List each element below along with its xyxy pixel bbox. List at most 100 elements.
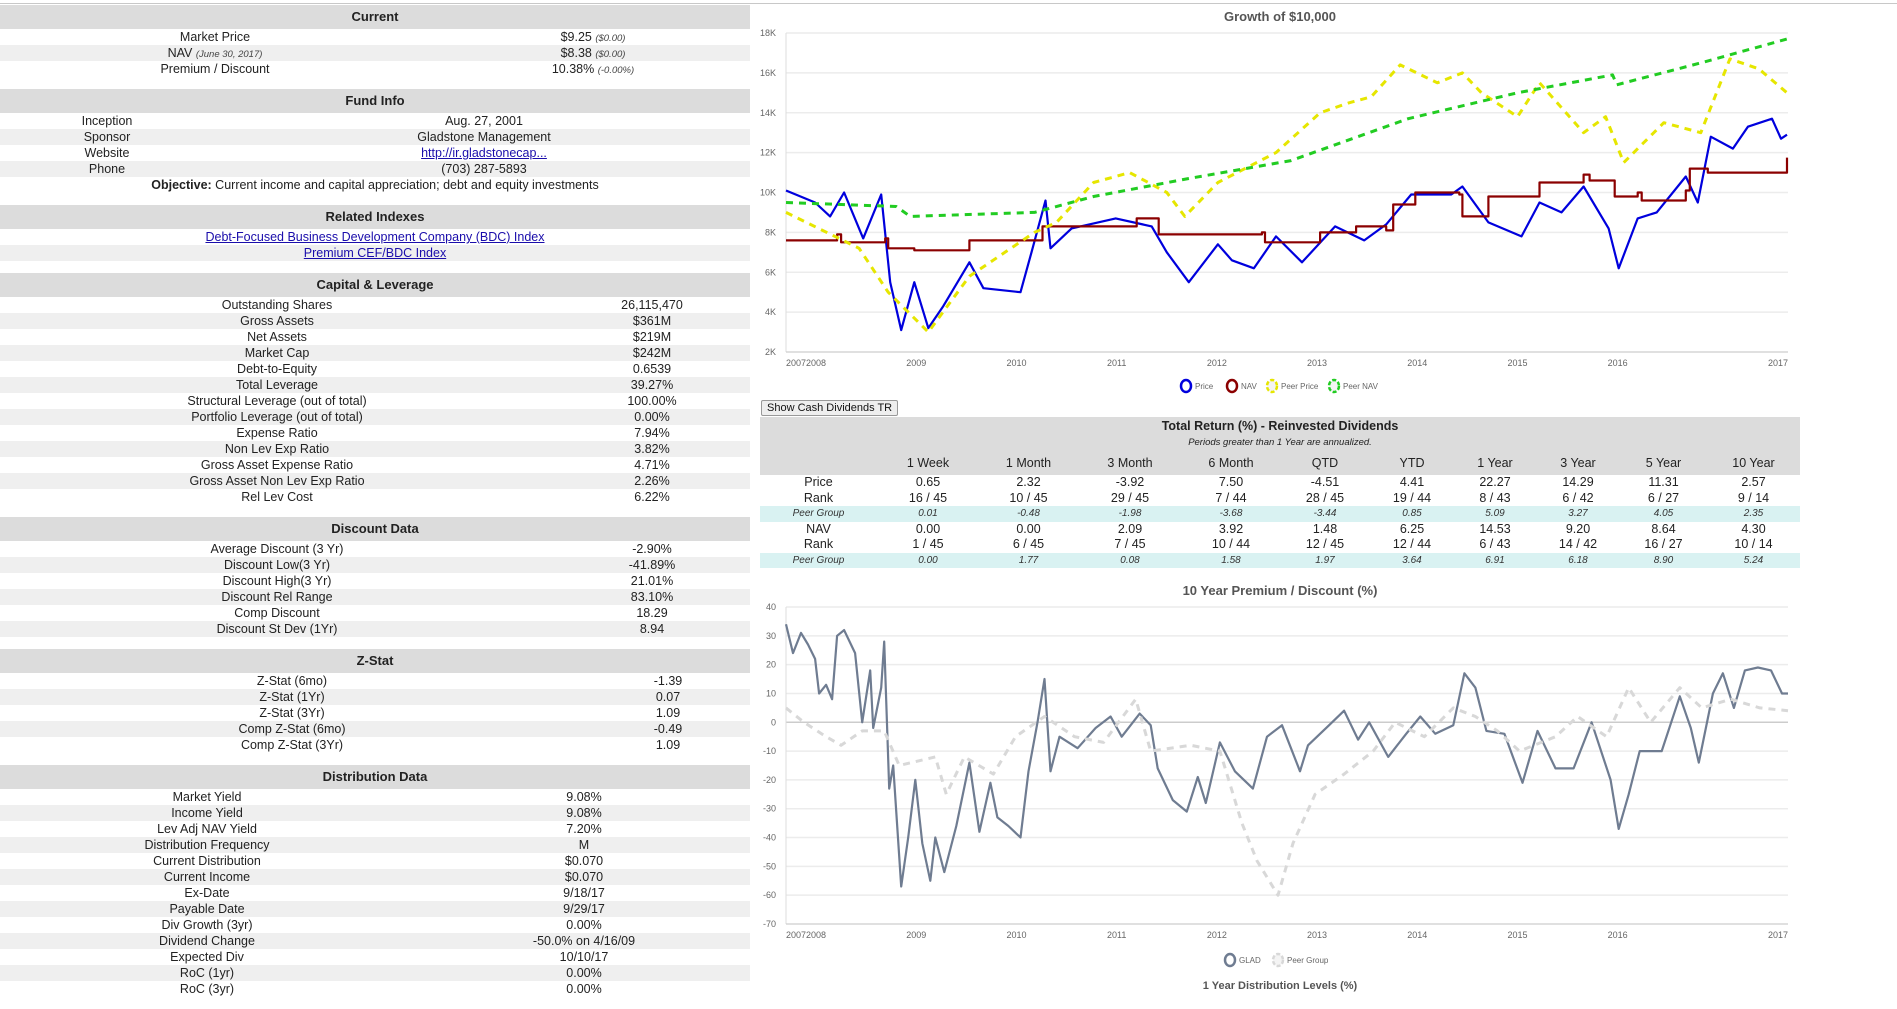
legend-item-peer-group[interactable]: Peer Group xyxy=(1271,952,1329,968)
table-cell: -3.44 xyxy=(1280,506,1370,522)
total-return-subtitle: Periods greater than 1 Year are annualiz… xyxy=(1188,437,1372,448)
related-index-link[interactable]: Debt-Focused Business Development Compan… xyxy=(205,230,545,244)
data-row: Phone (703) 287-5893 xyxy=(0,161,750,177)
row-value: -0.49 xyxy=(654,721,683,737)
row-value: M xyxy=(579,837,589,853)
value-text: $0.070 xyxy=(564,854,604,868)
label-text: Gross Assets xyxy=(240,314,314,328)
row-label: Distribution Frequency xyxy=(144,837,269,853)
x-tick-label: 2017 xyxy=(1768,358,1788,368)
data-row: Ex-Date 9/18/17 xyxy=(0,885,750,901)
table-cell: 2.32 xyxy=(1016,475,1041,489)
y-tick-label: 12K xyxy=(760,148,776,158)
x-tick-label: 2009 xyxy=(906,930,926,940)
legend-item-nav[interactable]: NAV xyxy=(1225,378,1258,394)
section-header: Z-Stat xyxy=(0,649,750,673)
column-header: 10 Year xyxy=(1732,456,1775,470)
table-cell: 2.57 xyxy=(1741,475,1766,489)
legend-label: NAV xyxy=(1241,382,1258,391)
value-text: 3.82% xyxy=(634,442,670,456)
x-tick-label: 2017 xyxy=(1768,930,1788,940)
label-text: Structural Leverage (out of total) xyxy=(187,394,367,408)
data-row: Comp Z-Stat (6mo) -0.49 xyxy=(0,721,750,737)
value-text: 10.38% xyxy=(551,62,595,76)
peer-group-row: Peer Group 0.01 -0.48 -1.98 -3.68 -3.44 0.85 5.… xyxy=(760,506,1800,522)
row-label: Comp Z-Stat (3Yr) xyxy=(241,737,343,753)
table-cell: 9.20 xyxy=(1565,521,1591,536)
row-label: Comp Discount xyxy=(234,605,319,621)
x-tick-label: 2008 xyxy=(806,930,826,940)
legend-item-peer-price[interactable]: Peer Price xyxy=(1265,378,1319,394)
table-cell: 7.50 xyxy=(1218,475,1244,489)
label-text: Z-Stat (6mo) xyxy=(256,674,328,688)
table-cell: 0.65 xyxy=(915,475,941,489)
value-text: 7.20% xyxy=(566,822,602,836)
website-link[interactable]: http://ir.gladstonecap... xyxy=(421,146,547,160)
premium-discount-chart: 10 Year Premium / Discount (%) -70 -60 -50 -… xyxy=(763,583,1789,992)
label-text: Comp Discount xyxy=(234,606,320,620)
value-text: 21.01% xyxy=(630,574,674,588)
section-related-indexes: Related Indexes Debt-Focused Business Dev… xyxy=(0,205,750,261)
x-tick-label: 2007 xyxy=(786,930,806,940)
table-cell: 2.09 xyxy=(1117,521,1143,536)
section-header: Capital & Leverage xyxy=(0,273,750,297)
value-text: Gladstone Management xyxy=(417,130,551,144)
table-cell: 0.85 xyxy=(1370,506,1454,522)
row-value: 2.26% xyxy=(634,473,669,489)
data-row: Dividend Change -50.0% on 4/16/09 xyxy=(0,933,750,949)
row-label: Current Income xyxy=(164,869,250,885)
show-cash-dividends-button[interactable]: Show Cash Dividends TR xyxy=(761,400,899,416)
growth-chart: Growth of $10,000 2K 4K 6K 8K 10K 12K 14K 16K 18K… xyxy=(760,9,1789,394)
section-rows: Market Price $9.25 ($0.00) NAV (June 30, 2… xyxy=(0,29,750,77)
label-text: Z-Stat (3Yr) xyxy=(259,706,325,720)
data-row: Current Income $0.070 xyxy=(0,869,750,885)
data-row: Z-Stat (3Yr) 1.09 xyxy=(0,705,750,721)
column-header: 1 Year xyxy=(1477,456,1513,470)
value-text: -1.39 xyxy=(653,674,683,688)
legend-label: Peer NAV xyxy=(1343,382,1379,391)
row-label: RoC (3yr) xyxy=(180,981,234,997)
table-cell: 6.18 xyxy=(1536,552,1620,568)
related-index-link[interactable]: Premium CEF/BDC Index xyxy=(303,246,447,260)
section-header: Fund Info xyxy=(0,89,750,113)
y-tick-label: -60 xyxy=(763,890,776,900)
legend-item-price[interactable]: Price xyxy=(1179,378,1214,394)
value-text: 100.00% xyxy=(627,394,677,408)
y-tick-label: -30 xyxy=(763,804,776,814)
row-label: Inception xyxy=(82,113,133,129)
top-border xyxy=(0,3,1897,4)
section-rows: Market Yield 9.08% Income Yield 9.08% Lev Ad… xyxy=(0,789,750,997)
row-value: -41.89% xyxy=(629,557,676,573)
data-row: Payable Date 9/29/17 xyxy=(0,901,750,917)
row-label: Lev Adj NAV Yield xyxy=(157,821,257,837)
table-cell: 8 / 43 xyxy=(1479,490,1511,505)
x-tick-label: 2014 xyxy=(1407,358,1427,368)
row-value: 9/29/17 xyxy=(563,901,605,917)
legend-item-peer-nav[interactable]: Peer NAV xyxy=(1327,378,1379,394)
x-tick-label: 2016 xyxy=(1608,930,1628,940)
total-return-header: Total Return (%) - Reinvested Dividends … xyxy=(760,417,1800,475)
label-text: Rel Lev Cost xyxy=(241,490,313,504)
legend-item-glad[interactable]: GLAD xyxy=(1223,952,1261,968)
value-text: -0.49 xyxy=(653,722,683,736)
label-text: Portfolio Leverage (out of total) xyxy=(191,410,363,424)
label-text: Premium / Discount xyxy=(160,62,270,76)
table-cell: 1.97 xyxy=(1280,552,1370,568)
data-row: Portfolio Leverage (out of total) 0.00% xyxy=(0,409,750,425)
peer-group-row: Peer Group 0.00 1.77 0.08 1.58 1.97 3.64 6.91 6.… xyxy=(760,552,1800,568)
table-cell: 6.91 xyxy=(1454,552,1536,568)
table-cell: 10 / 44 xyxy=(1211,537,1251,551)
index-row: Debt-Focused Business Development Compan… xyxy=(0,229,750,245)
row-label: Gross Asset Non Lev Exp Ratio xyxy=(189,473,364,489)
row-value: -2.90% xyxy=(632,541,672,557)
row-label: Peer Group xyxy=(760,552,877,568)
value-text: 83.10% xyxy=(630,590,674,604)
row-value: 7.20% xyxy=(566,821,601,837)
section-rows: Average Discount (3 Yr) -2.90% Discount Lo… xyxy=(0,541,750,637)
column-header: 5 Year xyxy=(1645,456,1682,470)
value-text: 0.00% xyxy=(634,410,670,424)
label-text: Non Lev Exp Ratio xyxy=(224,442,330,456)
section-distribution-data: Distribution Data Market Yield 9.08% Income… xyxy=(0,765,750,997)
table-row: Rank 1 / 45 6 / 45 7 / 45 10 / 44 12 / 45 12 /… xyxy=(760,537,1800,553)
index-row: Premium CEF/BDC Index xyxy=(0,245,750,261)
